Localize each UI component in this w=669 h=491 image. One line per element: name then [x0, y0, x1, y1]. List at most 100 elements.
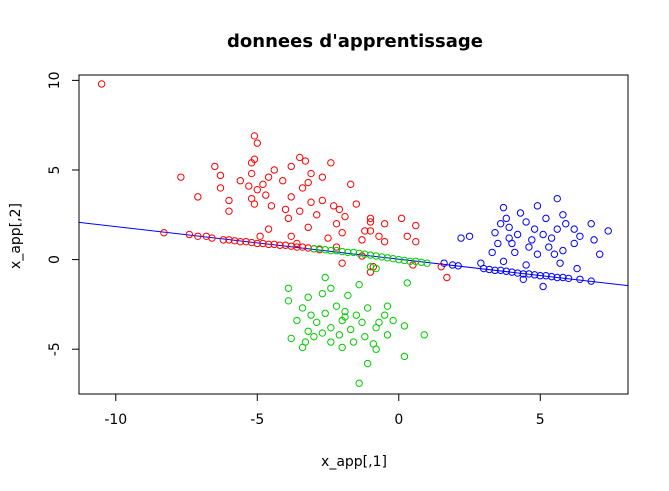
data-point [287, 162, 295, 171]
data-point [397, 214, 406, 223]
data-point [264, 173, 273, 181]
data-point [293, 239, 301, 248]
data-point [185, 230, 194, 239]
data-point [564, 274, 573, 283]
data-point [553, 225, 561, 233]
data-point [304, 327, 312, 335]
data-point [225, 196, 233, 205]
data-point [327, 159, 335, 167]
data-point [315, 245, 324, 253]
data-point [536, 272, 544, 280]
data-point [553, 273, 561, 282]
data-point [346, 180, 355, 189]
data-point [545, 243, 553, 251]
data-point [417, 258, 426, 266]
data-point [341, 313, 349, 321]
data-point [335, 205, 344, 214]
data-point [372, 345, 380, 353]
data-point [525, 243, 533, 251]
data-point [276, 241, 284, 249]
data-point [301, 157, 310, 165]
data-point [267, 202, 276, 210]
data-point [225, 207, 233, 215]
data-point [253, 185, 261, 194]
y-tick-label: 10 [47, 71, 63, 89]
data-point [341, 307, 349, 316]
data-point [327, 338, 335, 346]
data-point [400, 322, 409, 330]
x-tick-label: -10 [104, 412, 127, 428]
data-point [355, 249, 363, 258]
data-point [491, 229, 499, 237]
data-point [287, 334, 295, 343]
data-point [389, 316, 397, 325]
data-point [361, 332, 369, 341]
data-point [270, 240, 278, 249]
data-point [298, 304, 307, 312]
data-point [318, 173, 327, 181]
data-point [225, 236, 233, 244]
data-point [530, 225, 539, 233]
data-point [327, 323, 335, 332]
data-point [264, 240, 273, 249]
data-point [344, 248, 352, 257]
data-point [284, 214, 293, 223]
data-point [375, 232, 383, 240]
data-point [375, 318, 383, 327]
data-point [380, 237, 389, 246]
data-point [338, 229, 346, 237]
data-point [253, 239, 261, 248]
data-point [559, 211, 567, 219]
y-axis-label: x_app[,2] [8, 203, 24, 269]
x-tick-label: 0 [394, 412, 403, 428]
data-point [400, 256, 409, 265]
data-point [327, 284, 335, 292]
data-point [318, 196, 327, 205]
data-point [284, 297, 293, 305]
data-point [321, 273, 329, 282]
data-point [528, 236, 536, 244]
data-point [332, 302, 341, 310]
regression-line [78, 221, 629, 287]
data-point [230, 237, 239, 245]
data-point [363, 304, 372, 312]
data-point [296, 153, 304, 162]
data-point [513, 230, 522, 239]
data-point [236, 237, 245, 246]
data-point [547, 272, 556, 281]
data-point [310, 332, 318, 341]
data-point [465, 232, 474, 240]
data-point [366, 214, 375, 223]
data-point [304, 178, 312, 187]
data-point [539, 282, 547, 291]
data-point [533, 202, 542, 210]
x-tick-label: -5 [250, 412, 264, 428]
data-point [298, 184, 307, 192]
data-point [304, 293, 312, 301]
data-point [293, 316, 301, 325]
data-point [590, 236, 598, 244]
data-point [380, 220, 389, 228]
data-point [496, 266, 505, 275]
data-point [562, 220, 570, 228]
data-point [525, 270, 533, 278]
data-point [406, 257, 414, 266]
data-point [587, 220, 595, 228]
data-point [556, 259, 564, 267]
data-point [519, 275, 527, 284]
data-point [298, 343, 307, 352]
data-point [329, 202, 338, 210]
data-point [219, 236, 228, 244]
data-point [298, 243, 307, 251]
data-point [327, 246, 335, 255]
data-point [499, 257, 508, 266]
data-point [420, 331, 428, 339]
data-point [344, 291, 352, 300]
data-point [352, 200, 361, 208]
data-point [491, 266, 499, 275]
data-point [542, 214, 550, 223]
data-point [604, 227, 612, 235]
data-point [522, 261, 530, 269]
data-point [332, 220, 341, 228]
data-point [596, 250, 604, 258]
